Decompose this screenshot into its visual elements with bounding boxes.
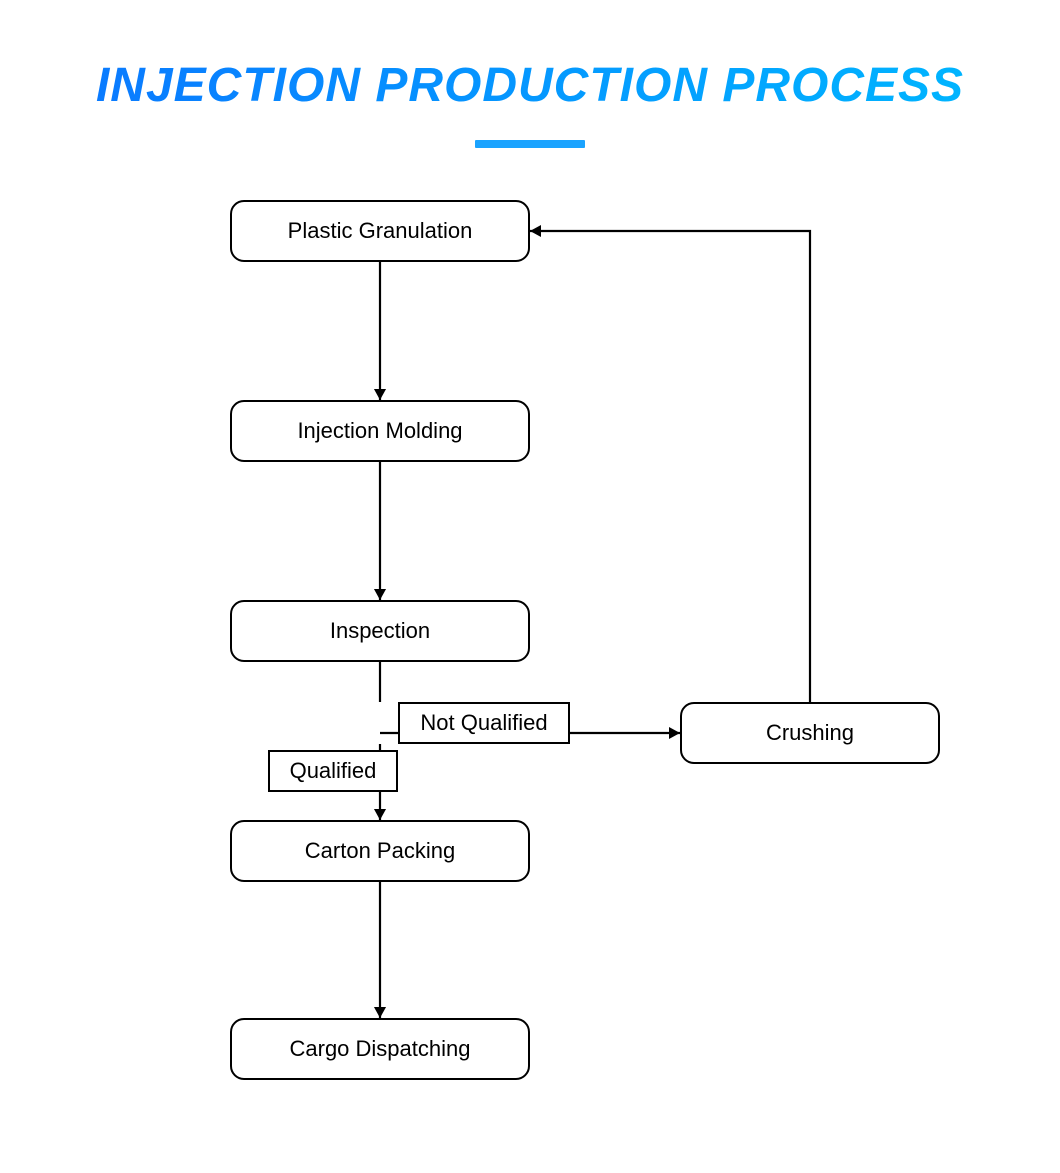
node-label: Injection Molding [297, 418, 462, 444]
node-crushing: Crushing [680, 702, 940, 764]
node-label: Crushing [766, 720, 854, 746]
node-carton-packing: Carton Packing [230, 820, 530, 882]
title-underline [475, 140, 585, 148]
node-label: Plastic Granulation [288, 218, 473, 244]
node-inspection: Inspection [230, 600, 530, 662]
flowchart-edges [0, 0, 1060, 1173]
node-injection-molding: Injection Molding [230, 400, 530, 462]
label-qualified: Qualified [268, 750, 398, 792]
diagram-canvas: INJECTION PRODUCTION PROCESS Plastic Gra… [0, 0, 1060, 1173]
label-text: Qualified [290, 758, 377, 784]
node-plastic-granulation: Plastic Granulation [230, 200, 530, 262]
title-wrap: INJECTION PRODUCTION PROCESS [0, 58, 1060, 113]
node-label: Inspection [330, 618, 430, 644]
label-not-qualified: Not Qualified [398, 702, 570, 744]
page-title: INJECTION PRODUCTION PROCESS [96, 58, 964, 113]
node-label: Carton Packing [305, 838, 455, 864]
label-text: Not Qualified [420, 710, 547, 736]
node-label: Cargo Dispatching [290, 1036, 471, 1062]
node-cargo-dispatching: Cargo Dispatching [230, 1018, 530, 1080]
edge-crush-to-gran [530, 231, 810, 702]
